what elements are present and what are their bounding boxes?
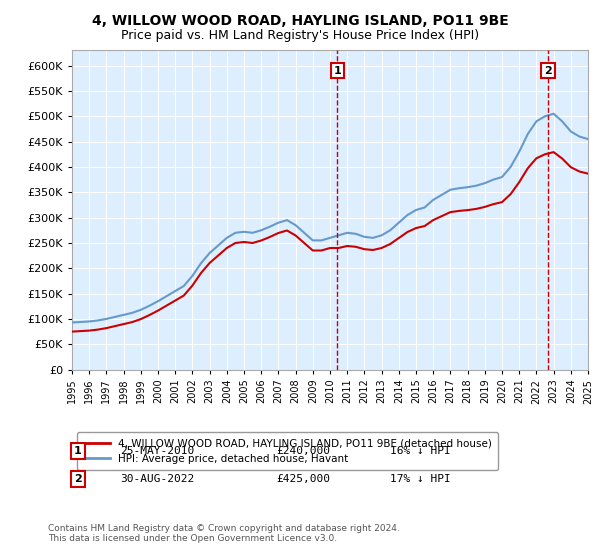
Text: 1: 1 (334, 66, 341, 76)
Text: 17% ↓ HPI: 17% ↓ HPI (390, 474, 451, 484)
Text: 16% ↓ HPI: 16% ↓ HPI (390, 446, 451, 456)
Legend: 4, WILLOW WOOD ROAD, HAYLING ISLAND, PO11 9BE (detached house), HPI: Average pri: 4, WILLOW WOOD ROAD, HAYLING ISLAND, PO1… (77, 432, 498, 470)
Text: 4, WILLOW WOOD ROAD, HAYLING ISLAND, PO11 9BE: 4, WILLOW WOOD ROAD, HAYLING ISLAND, PO1… (92, 14, 508, 28)
Text: Contains HM Land Registry data © Crown copyright and database right 2024.
This d: Contains HM Land Registry data © Crown c… (48, 524, 400, 543)
Text: £240,000: £240,000 (276, 446, 330, 456)
Text: 30-AUG-2022: 30-AUG-2022 (120, 474, 194, 484)
Text: Price paid vs. HM Land Registry's House Price Index (HPI): Price paid vs. HM Land Registry's House … (121, 29, 479, 42)
Text: 1: 1 (74, 446, 82, 456)
Text: £425,000: £425,000 (276, 474, 330, 484)
Text: 25-MAY-2010: 25-MAY-2010 (120, 446, 194, 456)
Text: 2: 2 (544, 66, 552, 76)
Text: 2: 2 (74, 474, 82, 484)
